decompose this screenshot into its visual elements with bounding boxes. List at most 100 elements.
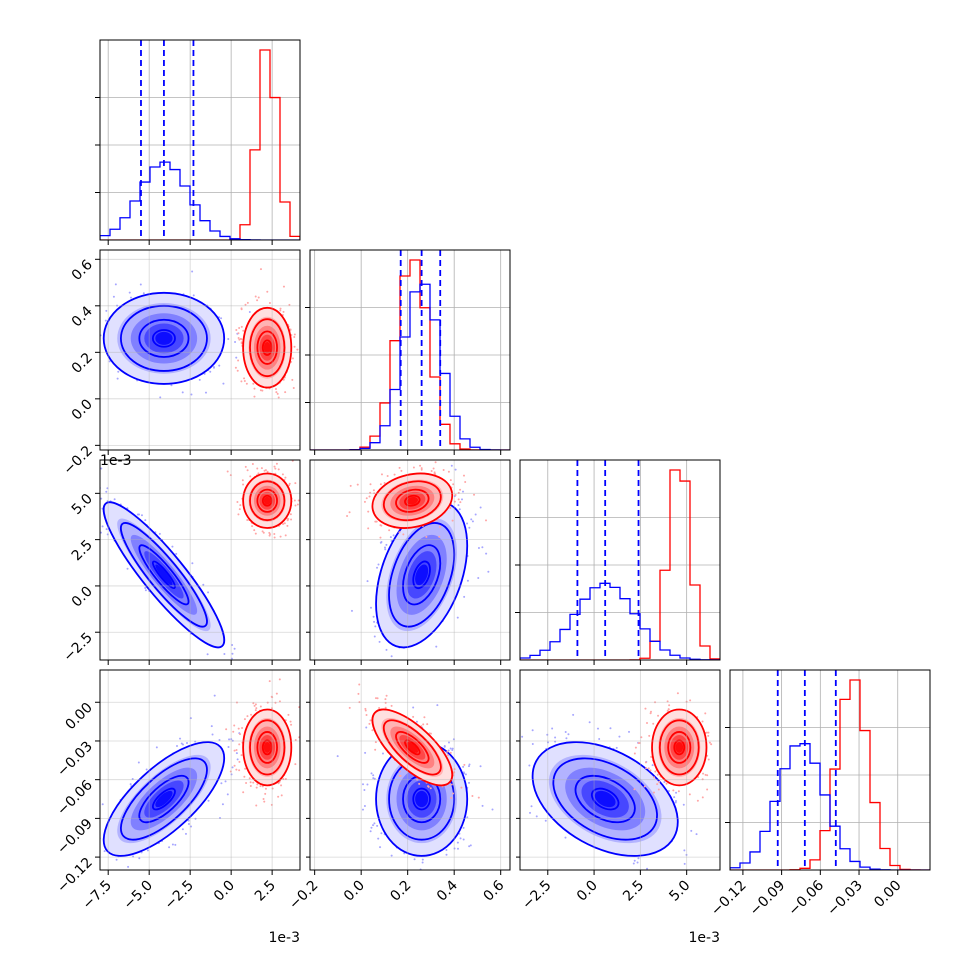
blue-scatter-point bbox=[641, 871, 643, 873]
red-scatter-point bbox=[433, 471, 436, 474]
blue-scatter-point bbox=[477, 547, 480, 550]
red-contour bbox=[261, 739, 273, 756]
blue-scatter-point bbox=[373, 620, 376, 623]
blue-scatter-point bbox=[228, 738, 231, 741]
panel-frame bbox=[99, 249, 301, 451]
blue-scatter-point bbox=[463, 595, 466, 598]
blue-scatter-point bbox=[454, 468, 457, 471]
blue-scatter-point bbox=[227, 338, 230, 341]
blue-scatter-point bbox=[190, 393, 193, 396]
red-scatter-point bbox=[420, 467, 423, 470]
red-scatter-point bbox=[388, 529, 391, 532]
red-scatter-point bbox=[294, 763, 297, 766]
red-scatter-point bbox=[364, 707, 367, 710]
blue-scatter-point bbox=[207, 591, 210, 594]
red-scatter-point bbox=[246, 301, 249, 304]
blue-scatter-point bbox=[491, 808, 494, 811]
red-scatter-point bbox=[246, 469, 249, 472]
red-scatter-point bbox=[378, 706, 381, 709]
red-scatter-point bbox=[374, 741, 377, 744]
blue-scatter-point bbox=[479, 765, 482, 768]
blue-scatter-point bbox=[598, 737, 601, 740]
blue-scatter-point bbox=[218, 364, 221, 367]
blue-scatter-point bbox=[464, 773, 467, 776]
red-scatter-point bbox=[254, 295, 257, 298]
red-scatter-point bbox=[427, 785, 430, 788]
red-scatter-point bbox=[449, 506, 452, 509]
red-scatter-point bbox=[384, 698, 387, 701]
blue-scatter-point bbox=[168, 846, 171, 849]
blue-scatter-point bbox=[88, 476, 90, 478]
red-scatter-point bbox=[279, 307, 282, 310]
blue-scatter-point bbox=[209, 370, 212, 373]
blue-scatter-point bbox=[630, 873, 632, 875]
red-scatter-point bbox=[246, 715, 249, 718]
red-scatter-point bbox=[235, 768, 238, 771]
red-scatter-point bbox=[446, 750, 449, 753]
blue-scatter-point bbox=[112, 295, 115, 298]
red-scatter-point bbox=[266, 290, 269, 293]
red-scatter-point bbox=[256, 299, 259, 302]
red-scatter-point bbox=[460, 786, 463, 789]
blue-scatter-point bbox=[350, 609, 353, 612]
red-scatter-point bbox=[239, 504, 242, 507]
red-scatter-point bbox=[398, 770, 401, 773]
red-scatter-point bbox=[375, 520, 378, 523]
blue-density-fill bbox=[594, 790, 616, 808]
red-scatter-point bbox=[430, 469, 433, 472]
blue-scatter-point bbox=[384, 548, 387, 551]
red-scatter-point bbox=[261, 530, 264, 533]
blue-scatter-point bbox=[651, 764, 654, 767]
blue-scatter-point bbox=[517, 759, 519, 761]
blue-scatter-point bbox=[364, 751, 367, 754]
panel-3-2 bbox=[517, 692, 713, 875]
red-scatter-point bbox=[277, 396, 280, 399]
red-scatter-point bbox=[253, 529, 256, 532]
blue-scatter-point bbox=[567, 733, 570, 736]
red-scatter-point bbox=[349, 484, 352, 487]
blue-scatter-point bbox=[114, 283, 117, 286]
red-contour bbox=[256, 731, 278, 764]
blue-scatter-point bbox=[477, 576, 480, 579]
red-scatter-point bbox=[451, 519, 454, 522]
blue-scatter-point bbox=[690, 829, 693, 832]
red-scatter-point bbox=[412, 715, 415, 718]
red-scatter-point bbox=[696, 799, 699, 802]
red-scatter-point bbox=[369, 719, 372, 722]
blue-scatter-point bbox=[85, 843, 87, 845]
red-scatter-point bbox=[239, 337, 242, 340]
blue-scatter-point bbox=[211, 733, 214, 736]
red-scatter-point bbox=[239, 733, 242, 736]
blue-scatter-point bbox=[227, 745, 230, 748]
red-scatter-point bbox=[243, 775, 246, 778]
blue-scatter-point bbox=[682, 803, 685, 806]
red-scatter-point bbox=[710, 743, 713, 746]
blue-contour bbox=[531, 741, 679, 857]
blue-scatter-point bbox=[78, 477, 80, 479]
red-scatter-point bbox=[380, 473, 383, 476]
red-scatter-point bbox=[263, 800, 266, 803]
red-scatter-point bbox=[398, 531, 401, 534]
panel-3-0 bbox=[85, 678, 300, 868]
blue-scatter-point bbox=[336, 755, 339, 758]
red-scatter-point bbox=[702, 772, 705, 775]
red-scatter-point bbox=[668, 704, 671, 707]
red-density-fill bbox=[406, 496, 419, 505]
blue-contour bbox=[412, 787, 431, 811]
red-scatter-point bbox=[303, 344, 305, 346]
red-scatter-point bbox=[420, 468, 423, 471]
red-scatter-point bbox=[288, 303, 291, 306]
blue-scatter-point bbox=[126, 567, 129, 570]
red-scatter-point bbox=[240, 380, 243, 383]
red-scatter-point bbox=[707, 731, 710, 734]
blue-scatter-point bbox=[370, 772, 373, 775]
blue-scatter-point bbox=[146, 849, 149, 852]
red-scatter-point bbox=[259, 705, 262, 708]
red-scatter-point bbox=[248, 777, 251, 780]
blue-scatter-point bbox=[171, 843, 174, 846]
blue-scatter-point bbox=[380, 541, 383, 544]
red-scatter-point bbox=[447, 470, 450, 473]
blue-scatter-point bbox=[675, 791, 678, 794]
red-scatter-point bbox=[302, 343, 304, 345]
